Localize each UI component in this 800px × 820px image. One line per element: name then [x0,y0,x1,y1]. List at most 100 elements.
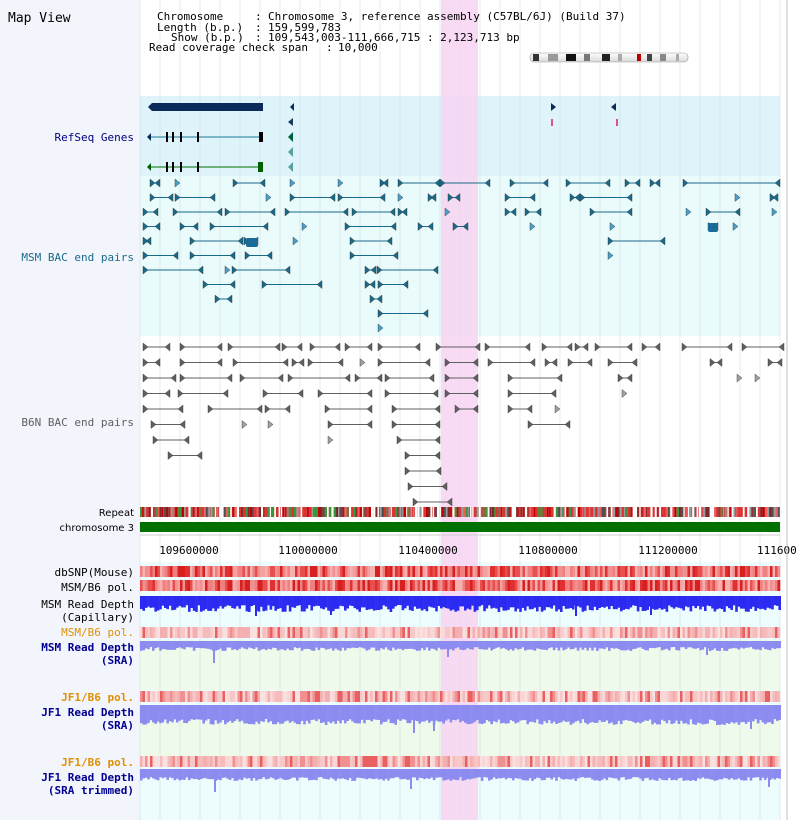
repeat-segment[interactable] [575,507,578,517]
msm-bac-pair-end[interactable] [226,294,233,304]
b6n-bac-pair-end[interactable] [366,342,373,352]
heatmap-cell[interactable] [762,580,766,591]
depth-bar[interactable] [555,769,558,781]
depth-bar[interactable] [725,641,729,651]
heatmap-cell[interactable] [505,627,508,638]
heatmap-cell[interactable] [677,756,681,767]
heatmap-cell[interactable] [292,566,296,577]
depth-bar[interactable] [524,641,527,651]
heatmap-cell[interactable] [275,756,278,767]
depth-bar[interactable] [274,769,277,780]
depth-bar[interactable] [476,641,479,648]
depth-bar[interactable] [406,596,409,606]
repeat-segment[interactable] [670,507,673,517]
b6n-bac-pair-end[interactable] [207,404,214,414]
heatmap-cell[interactable] [652,756,656,767]
depth-bar[interactable] [531,596,534,610]
depth-bar[interactable] [149,596,153,608]
repeat-segment[interactable] [151,507,154,517]
depth-bar[interactable] [276,705,280,723]
heatmap-cell[interactable] [180,566,183,577]
depth-bar[interactable] [293,596,297,608]
heatmap-cell[interactable] [552,627,556,638]
heatmap-cell[interactable] [672,756,676,767]
depth-bar[interactable] [591,705,594,722]
b6n-bac-pair-end[interactable] [344,342,351,352]
heatmap-cell[interactable] [475,691,478,702]
heatmap-cell[interactable] [490,691,493,702]
depth-bar[interactable] [624,596,628,609]
heatmap-cell[interactable] [367,580,371,591]
heatmap-cell[interactable] [522,566,526,577]
depth-bar[interactable] [240,705,244,721]
repeat-segment[interactable] [199,507,201,517]
heatmap-cell[interactable] [710,756,713,767]
depth-bar[interactable] [408,596,412,611]
heatmap-cell[interactable] [545,566,548,577]
heatmap-cell[interactable] [200,627,203,638]
depth-bar[interactable] [406,769,409,780]
heatmap-cell[interactable] [392,580,396,591]
depth-bar[interactable] [212,705,215,725]
depth-bar[interactable] [248,705,251,725]
depth-bar[interactable] [257,641,261,651]
repeat-segment[interactable] [362,507,364,517]
depth-bar[interactable] [219,769,222,781]
msm-bac-pair-end[interactable] [377,280,384,289]
depth-bar[interactable] [716,596,719,610]
heatmap-cell[interactable] [492,566,496,577]
msm-bac-pair-end[interactable] [377,323,384,333]
heatmap-cell[interactable] [620,566,623,577]
depth-bar[interactable] [159,769,162,778]
heatmap-cell[interactable] [397,580,401,591]
heatmap-cell[interactable] [207,566,211,577]
heatmap-cell[interactable] [367,566,371,577]
msm-bac-pair-end[interactable] [509,178,516,188]
msm-bac-pair-end[interactable] [732,222,739,231]
depth-bar[interactable] [452,596,455,610]
depth-bar[interactable] [572,705,575,724]
heatmap-cell[interactable] [485,566,488,577]
depth-bar[interactable] [680,641,683,648]
depth-bar[interactable] [363,641,366,649]
heatmap-cell[interactable] [680,691,683,702]
heatmap-cell[interactable] [345,627,348,638]
heatmap-cell[interactable] [765,691,768,702]
depth-bar[interactable] [764,705,767,725]
b6n-bac-pair-end[interactable] [472,373,479,383]
depth-bar[interactable] [272,705,275,725]
depth-bar[interactable] [591,641,594,651]
heatmap-cell[interactable] [697,691,701,702]
depth-bar[interactable] [180,596,184,608]
depth-bar[interactable] [207,705,210,719]
heatmap-cell[interactable] [385,756,388,767]
depth-bar[interactable] [468,705,472,724]
depth-bar[interactable] [171,596,174,611]
heatmap-cell[interactable] [255,627,258,638]
depth-bar[interactable] [615,641,618,649]
heatmap-cell[interactable] [147,756,151,767]
heatmap-cell[interactable] [202,627,206,638]
depth-bar[interactable] [543,705,546,722]
depth-bar[interactable] [197,705,201,720]
depth-bar[interactable] [694,596,697,609]
depth-bar[interactable] [238,641,241,649]
repeat-segment[interactable] [340,507,343,517]
heatmap-cell[interactable] [767,691,771,702]
depth-bar[interactable] [401,641,405,651]
repeat-segment[interactable] [613,507,616,517]
depth-bar[interactable] [166,596,169,610]
depth-bar[interactable] [500,705,503,724]
heatmap-cell[interactable] [455,580,458,591]
heatmap-cell[interactable] [215,566,218,577]
depth-bar[interactable] [279,641,282,650]
msm-bac-pair-end[interactable] [447,193,454,202]
depth-bar[interactable] [147,769,150,780]
depth-bar[interactable] [728,705,731,724]
heatmap-cell[interactable] [760,566,763,577]
heatmap-cell[interactable] [517,627,521,638]
depth-bar[interactable] [617,769,621,781]
depth-bar[interactable] [720,596,724,610]
b6n-bac-pair-end[interactable] [726,342,733,352]
depth-bar[interactable] [339,705,342,724]
